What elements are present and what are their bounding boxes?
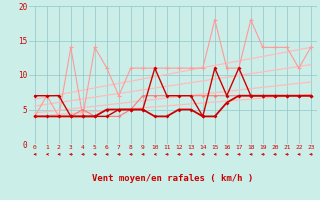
Text: Vent moyen/en rafales ( km/h ): Vent moyen/en rafales ( km/h ) — [92, 174, 253, 183]
